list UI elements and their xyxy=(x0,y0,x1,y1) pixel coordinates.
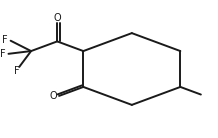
Text: O: O xyxy=(53,13,61,23)
Text: F: F xyxy=(0,49,6,59)
Text: F: F xyxy=(14,67,20,76)
Text: O: O xyxy=(49,91,57,101)
Text: F: F xyxy=(2,35,8,45)
